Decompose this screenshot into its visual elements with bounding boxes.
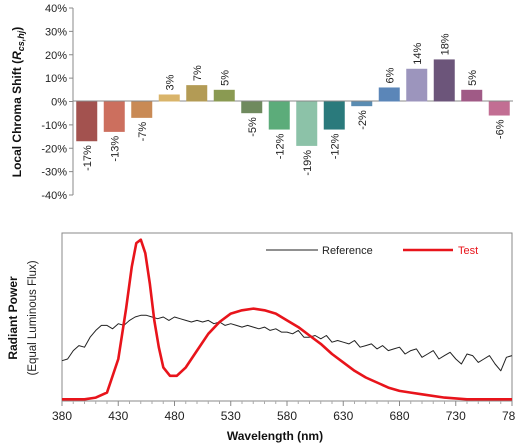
chart1-bar <box>351 101 373 107</box>
chart1-bar <box>131 101 153 118</box>
chart1-y-tick-label: -30% <box>41 167 67 179</box>
chart1-bar <box>213 89 235 102</box>
chart1-bar-label: 3% <box>164 74 176 90</box>
chart2-y-axis-subtitle: (Equal Luminous Flux) <box>27 260 39 375</box>
chart1-bar <box>268 101 290 130</box>
chart1-bar-label: -5% <box>247 117 259 137</box>
chart1-y-tick-label: 20% <box>45 50 67 62</box>
chart1-bar-label: -6% <box>494 119 506 139</box>
chart2-legend: Reference Test <box>266 245 478 257</box>
chart1-bar <box>378 87 400 102</box>
chroma-shift-bar-chart: -40%-30%-20%-10%0%10%20%30%40% -17% -13%-… <box>10 3 513 202</box>
chart1-bars <box>76 59 510 146</box>
chart1-bar <box>296 101 318 146</box>
chart1-bar <box>461 89 483 102</box>
chart1-y-tick-label: -20% <box>41 143 67 155</box>
chart1-bar-label: -19% <box>302 150 314 176</box>
chart1-bar-label: -12% <box>329 133 341 159</box>
chart2-x-tick-label: 380 <box>52 409 72 423</box>
chart1-y-tick-label: -40% <box>41 190 67 202</box>
chart2-x-tick-label: 530 <box>221 409 241 423</box>
chart1-bar <box>241 101 263 114</box>
chart1-bar-label: 6% <box>384 67 396 83</box>
chart1-bar <box>76 101 98 142</box>
chart2-plot-frame <box>61 232 513 402</box>
chart2-x-tick-label: 580 <box>277 409 297 423</box>
legend-reference-label: Reference <box>322 245 373 257</box>
chart2-x-tick-label: 730 <box>446 409 466 423</box>
chart1-bar-label: -17% <box>82 145 94 171</box>
chart1-bar-labels: -17% -13% -7% 3% 7% 5% -5% -12% -19% -12% -2% 6% 14%… <box>82 33 507 175</box>
chart2-x-tick-label: 630 <box>333 409 353 423</box>
chart1-bar <box>488 101 510 116</box>
chart1-bar-label: 5% <box>467 70 479 86</box>
chart2-y-axis-title: Radiant Power <box>6 276 20 360</box>
chart1-bar <box>186 85 208 102</box>
chart2-x-tick-label: 480 <box>164 409 184 423</box>
reference-series-line <box>61 314 513 372</box>
chart2-x-axis-title: Wavelength (nm) <box>227 429 323 443</box>
chart1-bar-label: 14% <box>412 43 424 65</box>
chart1-bar-label: 7% <box>192 65 204 81</box>
chart1-bar-label: 18% <box>439 33 451 55</box>
chart1-bar-label: -7% <box>137 122 149 142</box>
legend-test-label: Test <box>458 245 478 257</box>
chart1-y-tick-label: -10% <box>41 120 67 132</box>
chart2-x-tick-label: 780 <box>502 409 515 423</box>
chart2-x-tick-label: 680 <box>389 409 409 423</box>
chart1-bar-label: -13% <box>109 136 121 162</box>
chart1-y-tick-label: 10% <box>45 73 67 85</box>
chart1-bar <box>323 101 345 130</box>
chart2-x-tick-label: 430 <box>108 409 128 423</box>
chart1-y-tick-label: 0% <box>51 97 67 109</box>
chart1-bar <box>406 68 428 102</box>
test-series-line <box>62 238 512 401</box>
chart1-bar-label: -2% <box>357 110 369 130</box>
chart1-bar-label: -12% <box>274 133 286 159</box>
chart2-series-lines <box>61 238 513 401</box>
chart1-y-tick-label: 40% <box>45 3 67 15</box>
chart1-bar <box>433 59 455 102</box>
chart1-bar-label: 5% <box>219 70 231 86</box>
chart1-y-ticks: -40% -30% -20% -10% 0% 10% 20% 30% 40% <box>41 3 73 202</box>
chart1-y-tick-label: 30% <box>45 26 67 38</box>
chart1-bar <box>158 94 180 102</box>
chart1-y-axis-title: Local Chroma Shift (Rcs,hj) <box>10 27 26 178</box>
chart2-x-ticks: 380 430 480 530 580 630 680 730 780 <box>52 401 515 423</box>
chart1-bar <box>103 101 125 132</box>
